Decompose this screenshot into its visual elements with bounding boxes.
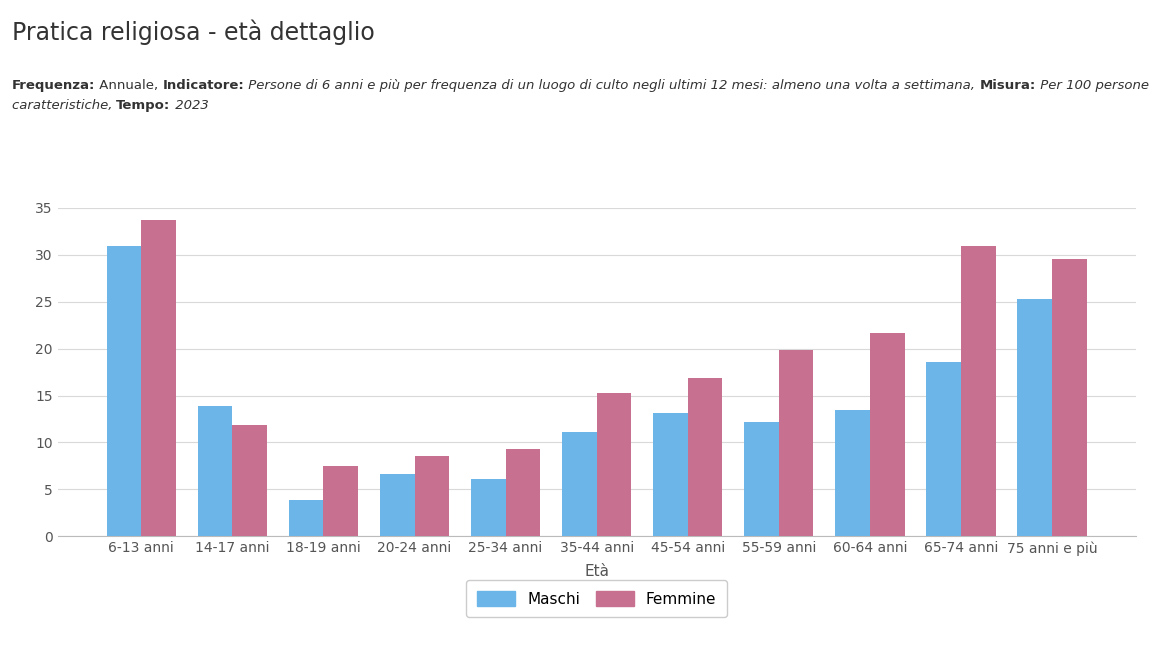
Bar — [926, 362, 960, 536]
Text: Per 100 persone con le stesse: Per 100 persone con le stesse — [1035, 79, 1153, 92]
Bar — [1017, 299, 1052, 536]
Text: Annuale,: Annuale, — [95, 79, 163, 92]
Text: Indicatore:: Indicatore: — [163, 79, 244, 92]
Bar — [142, 220, 176, 536]
Text: 2023: 2023 — [171, 99, 209, 112]
Text: Persone di 6 anni e più per frequenza di un luogo di culto negli ultimi 12 mesi:: Persone di 6 anni e più per frequenza di… — [244, 79, 979, 92]
Text: Frequenza:: Frequenza: — [12, 79, 95, 92]
Bar — [415, 456, 450, 536]
Bar — [596, 393, 632, 536]
Bar — [324, 466, 359, 536]
Text: Pratica religiosa - età dettaglio: Pratica religiosa - età dettaglio — [12, 20, 375, 45]
Bar — [233, 424, 267, 536]
Bar — [107, 246, 142, 536]
Bar — [197, 406, 233, 536]
Bar — [778, 350, 814, 536]
Bar — [470, 479, 506, 536]
Legend: Maschi, Femmine: Maschi, Femmine — [466, 580, 728, 617]
Bar — [869, 333, 905, 536]
Bar — [562, 432, 596, 536]
Bar — [653, 413, 687, 536]
Bar — [835, 410, 869, 536]
Bar — [687, 378, 723, 536]
Bar — [960, 246, 996, 536]
Bar — [506, 449, 541, 536]
X-axis label: Età: Età — [585, 564, 609, 579]
Bar — [379, 474, 415, 536]
Bar — [744, 422, 778, 536]
Text: Misura:: Misura: — [979, 79, 1035, 92]
Text: caratteristiche,: caratteristiche, — [12, 99, 116, 112]
Text: Tempo:: Tempo: — [116, 99, 171, 112]
Bar — [288, 500, 324, 536]
Bar — [1052, 259, 1086, 536]
